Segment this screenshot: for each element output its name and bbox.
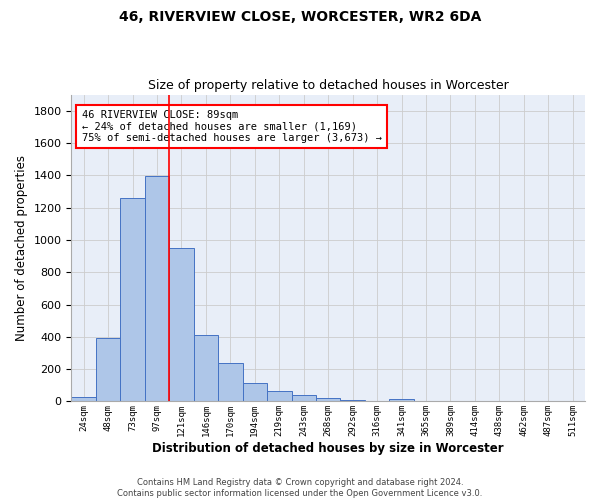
Text: Contains HM Land Registry data © Crown copyright and database right 2024.
Contai: Contains HM Land Registry data © Crown c… [118, 478, 482, 498]
Bar [340, 400, 365, 402]
Bar [218, 364, 242, 402]
Bar [71, 398, 96, 402]
Title: Size of property relative to detached houses in Worcester: Size of property relative to detached ho… [148, 79, 509, 92]
Text: 46 RIVERVIEW CLOSE: 89sqm
← 24% of detached houses are smaller (1,169)
75% of se: 46 RIVERVIEW CLOSE: 89sqm ← 24% of detac… [82, 110, 382, 143]
Bar [316, 398, 340, 402]
Bar [389, 399, 414, 402]
Bar [169, 248, 194, 402]
X-axis label: Distribution of detached houses by size in Worcester: Distribution of detached houses by size … [152, 442, 504, 455]
Bar [145, 176, 169, 402]
Bar [292, 394, 316, 402]
Bar [194, 335, 218, 402]
Y-axis label: Number of detached properties: Number of detached properties [15, 155, 28, 341]
Bar [267, 391, 292, 402]
Bar [96, 338, 121, 402]
Bar [242, 383, 267, 402]
Text: 46, RIVERVIEW CLOSE, WORCESTER, WR2 6DA: 46, RIVERVIEW CLOSE, WORCESTER, WR2 6DA [119, 10, 481, 24]
Bar [121, 198, 145, 402]
